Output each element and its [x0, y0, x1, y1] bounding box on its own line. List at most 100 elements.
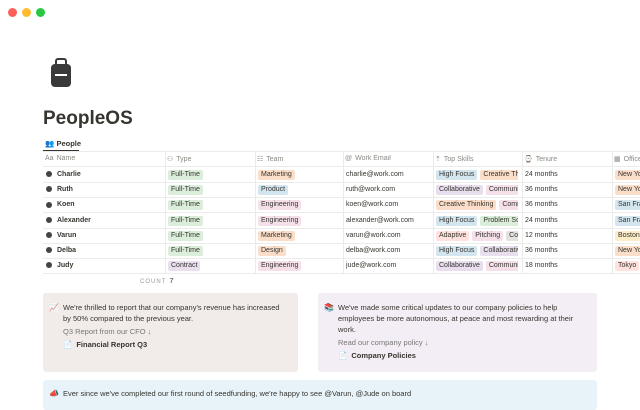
- page-link[interactable]: 📄 Financial Report Q3: [63, 339, 147, 350]
- office-cell: New York: [615, 167, 640, 182]
- office-cell: New York: [615, 243, 640, 258]
- divider: [43, 182, 640, 183]
- tag: Collaborative: [436, 261, 483, 272]
- email-cell: delba@work.com: [346, 243, 427, 258]
- column-header[interactable]: @ Work Email: [345, 155, 427, 162]
- type-cell: Contract: [168, 258, 249, 273]
- callout-banner: 📣 Ever since we've completed our first ro…: [43, 380, 597, 410]
- column-divider: [433, 151, 434, 273]
- avatar: [46, 231, 52, 238]
- tenure: 36 months: [525, 247, 558, 254]
- close-button[interactable]: [8, 8, 17, 17]
- column-header[interactable]: ⇡ Top Skills: [435, 155, 518, 163]
- page-link-icon: 📄: [63, 340, 73, 349]
- email: jude@work.com: [346, 262, 397, 270]
- tenure-cell: 36 months: [525, 182, 606, 197]
- tag: Full-Time: [168, 230, 203, 241]
- team-cell: Design: [258, 243, 337, 258]
- header-label: Top Skills: [443, 156, 474, 163]
- callout-link[interactable]: Read our company policy ↓: [338, 338, 429, 347]
- tag: Collaborative: [436, 185, 483, 196]
- divider: [43, 273, 640, 275]
- callout-text: We've made some critical updates to our …: [338, 303, 574, 334]
- tag: New York: [615, 185, 640, 196]
- callout-link[interactable]: Q3 Report from our CFO ↓: [63, 327, 152, 336]
- table-row[interactable]: Ruth Full-Time Product ruth@work.com Collabo…: [0, 182, 640, 197]
- email: ruth@work.com: [346, 186, 396, 194]
- tag: Pitching: [472, 230, 504, 241]
- column-header[interactable]: ▦ Office: [614, 155, 640, 163]
- page-icon: [51, 58, 71, 87]
- minimize-button[interactable]: [22, 8, 31, 17]
- tag: Product: [258, 185, 289, 196]
- table-row[interactable]: Varun Full-Time Marketing varun@work.com Ada…: [0, 228, 640, 243]
- avatar: [46, 186, 52, 193]
- table-row[interactable]: Koen Full-Time Engineering koen@work.com Cre…: [0, 197, 640, 212]
- avatar: [46, 247, 52, 254]
- page-link[interactable]: 📄 Company Policies: [338, 350, 416, 361]
- table-row[interactable]: Alexander Full-Time Engineering alexander@w…: [0, 213, 640, 228]
- header-icon: ▦: [614, 156, 621, 163]
- tenure-cell: 36 months: [525, 197, 606, 212]
- office-cell: Boston: [615, 228, 640, 243]
- office-cell: New York: [615, 182, 640, 197]
- callout: 📚 We've made some critical updates to our…: [318, 293, 597, 372]
- skills-cell: CollaborativeCommunication: [436, 182, 518, 197]
- skills-cell: Creative ThinkingCommunication: [436, 197, 518, 212]
- person-name: Judy: [57, 262, 74, 270]
- team-cell: Marketing: [258, 228, 337, 243]
- view-tab[interactable]: 👥 People: [45, 139, 82, 148]
- email: koen@work.com: [346, 201, 399, 209]
- team-cell: Engineering: [258, 197, 337, 212]
- zoom-button[interactable]: [36, 8, 45, 17]
- tag: Problem Solving: [480, 215, 518, 226]
- type-cell: Full-Time: [168, 213, 249, 228]
- tag: Marketing: [258, 230, 295, 241]
- office-cell: San Francisco: [615, 213, 640, 228]
- header-label: Tenure: [535, 156, 558, 163]
- person-name: Alexander: [57, 216, 91, 224]
- tag: Creative Thinking: [480, 170, 518, 180]
- header-label: Type: [176, 156, 192, 163]
- divider: [43, 166, 640, 167]
- tag: New York: [615, 246, 640, 256]
- office-cell: San Francisco: [615, 197, 640, 212]
- column-divider: [255, 151, 256, 273]
- divider: [43, 212, 640, 214]
- column-header[interactable]: ⚇ Type: [167, 155, 249, 163]
- name-cell: Delba: [46, 243, 159, 258]
- tag: Communication: [485, 185, 518, 196]
- tag: Communication: [499, 200, 518, 211]
- divider: [43, 227, 640, 229]
- divider: [43, 258, 640, 259]
- tag: Boston: [615, 230, 640, 241]
- skills-cell: CollaborativeCommunication: [436, 258, 518, 273]
- email-cell: charlie@work.com: [346, 167, 427, 182]
- count: COUNT 7: [140, 276, 174, 285]
- tenure-cell: 24 months: [525, 167, 606, 182]
- callout: 📈 We're thrilled to report that our compa…: [43, 293, 298, 372]
- column-header[interactable]: ⌚ Tenure: [524, 155, 606, 163]
- tag: San Francisco: [615, 215, 640, 226]
- tag: Full-Time: [168, 185, 203, 196]
- page: PeopleOS 👥 People (() => { const data = …: [0, 8, 640, 410]
- tag: Marketing: [258, 170, 295, 180]
- header-icon: ⇡: [435, 156, 441, 163]
- table-row[interactable]: Judy Contract Engineering jude@work.com Coll…: [0, 258, 640, 273]
- column-header[interactable]: Aa Name: [45, 155, 159, 162]
- tag: Engineering: [258, 215, 302, 226]
- table-row[interactable]: Charlie Full-Time Marketing charlie@work.co…: [0, 167, 640, 182]
- name-cell: Varun: [46, 228, 159, 243]
- header-icon: @: [345, 155, 353, 162]
- column-header[interactable]: ☷ Team: [257, 155, 337, 163]
- table-row[interactable]: Delba Full-Time Design delba@work.com High F…: [0, 243, 640, 258]
- tab-label: People: [56, 139, 82, 148]
- avatar: [46, 216, 52, 223]
- tag: High Focus: [436, 215, 478, 226]
- tag: Collaborative: [480, 246, 518, 256]
- count-value: 7: [169, 276, 174, 285]
- page-link-icon: 📄: [338, 351, 348, 360]
- team-cell: Product: [258, 182, 337, 197]
- header-icon: ☷: [257, 156, 264, 163]
